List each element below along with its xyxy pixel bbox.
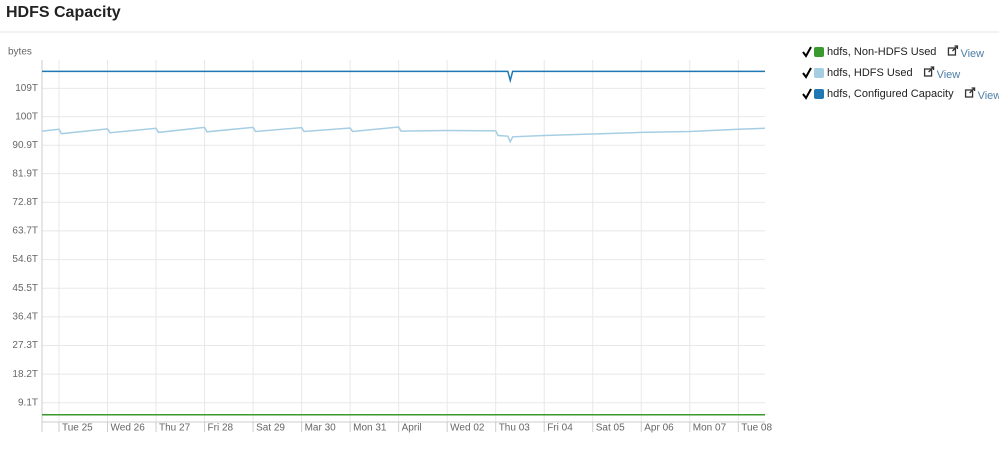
y-tick-label: 45.5T [12, 283, 38, 294]
y-tick-label: 100T [15, 111, 38, 122]
legend-swatch [814, 47, 824, 57]
x-tick-label: Wed 26 [111, 423, 146, 434]
x-tick-label: Apr 06 [644, 423, 674, 434]
x-tick-label: Mon 31 [353, 423, 387, 434]
legend-label: hdfs, Non-HDFS Used [827, 46, 936, 58]
view-link[interactable]: View [923, 66, 961, 81]
widget-title: HDFS Capacity [6, 4, 121, 21]
legend-label: hdfs, HDFS Used [827, 67, 913, 79]
x-tick-label: April [402, 423, 422, 434]
link-arrow [969, 87, 976, 94]
series-line [41, 126, 766, 144]
legend-item: hdfs, HDFS Used View [802, 66, 961, 81]
x-tick-label: Tue 25 [62, 423, 93, 434]
x-tick-label: Sat 05 [596, 423, 625, 434]
x-tick-label: Fri 28 [208, 423, 234, 434]
view-link-label: View [937, 69, 961, 81]
y-axis-label: bytes [8, 47, 32, 58]
y-tick-label: 72.8T [12, 197, 38, 208]
x-tick-label: Wed 02 [450, 423, 485, 434]
y-tick-label: 36.4T [12, 312, 38, 323]
y-tick-label: 27.3T [12, 340, 38, 351]
link-icon [923, 68, 933, 77]
legend-swatch [814, 89, 824, 99]
y-tick-label: 81.9T [12, 168, 38, 179]
x-tick-label: Fri 04 [547, 423, 573, 434]
legend-item: hdfs, Configured Capacity View [802, 87, 999, 102]
link-arrow [928, 66, 935, 73]
y-tick-label: 9.1T [18, 397, 38, 408]
view-link-label: View [960, 48, 984, 60]
y-tick-label: 109T [15, 83, 38, 94]
x-tick-label: Sat 29 [256, 423, 285, 434]
view-link[interactable]: View [947, 45, 984, 60]
legend-item: hdfs, Non-HDFS Used View [802, 45, 984, 60]
link-arrow [951, 45, 959, 52]
legend-label: hdfs, Configured Capacity [827, 88, 954, 100]
view-link-label: View [978, 90, 999, 102]
y-tick-label: 18.2T [12, 369, 38, 380]
x-tick-label: Mar 30 [305, 423, 337, 434]
x-tick-label: Thu 03 [499, 423, 531, 434]
x-tick-label: Mon 07 [693, 423, 727, 434]
y-tick-label: 63.7T [12, 226, 38, 237]
x-tick-label: Tue 08 [741, 423, 772, 434]
y-tick-label: 90.9T [12, 140, 38, 151]
link-icon [947, 47, 957, 56]
x-tick-label: Thu 27 [159, 423, 191, 434]
check-icon [802, 46, 812, 58]
series-line [42, 70, 765, 84]
view-link[interactable]: View [964, 87, 999, 102]
legend-swatch [814, 68, 824, 78]
check-icon [802, 67, 812, 79]
y-tick-label: 54.6T [12, 254, 38, 265]
link-icon [964, 89, 974, 98]
check-icon [802, 88, 812, 100]
